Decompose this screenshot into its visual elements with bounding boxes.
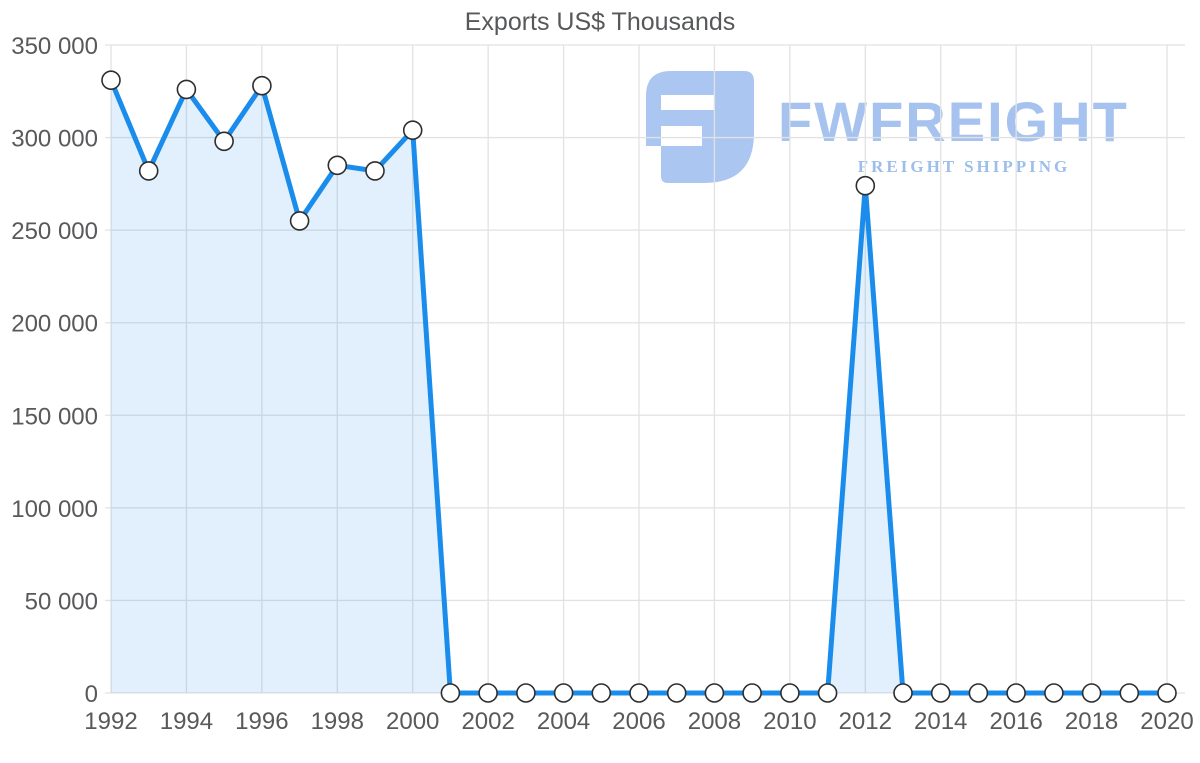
- x-axis-tick-label: 2010: [763, 708, 816, 735]
- x-axis-tick-label: 1992: [84, 708, 137, 735]
- data-point-2013[interactable]: [893, 683, 913, 703]
- data-point-2015[interactable]: [968, 683, 989, 703]
- y-axis-tick-label: 200 000: [11, 311, 98, 338]
- x-axis-tick-label: 2004: [537, 708, 590, 735]
- y-axis-tick-label: 350 000: [11, 33, 98, 60]
- x-axis-tick-label: 2016: [989, 708, 1042, 735]
- y-axis-tick-label: 300 000: [11, 126, 98, 153]
- y-axis-tick-label: 100 000: [11, 496, 98, 523]
- x-axis-tick-label: 2018: [1065, 708, 1118, 735]
- data-point-2011[interactable]: [817, 683, 838, 703]
- data-point-2008[interactable]: [704, 683, 725, 703]
- data-point-2009[interactable]: [742, 683, 762, 703]
- data-point-2001[interactable]: [440, 683, 461, 703]
- x-axis-tick-label: 2014: [914, 708, 967, 735]
- data-point-2003[interactable]: [516, 683, 536, 703]
- data-point-2018[interactable]: [1081, 683, 1102, 703]
- data-point-2005[interactable]: [591, 683, 612, 703]
- data-point-2012[interactable]: [855, 175, 876, 196]
- chart-title: Exports US$ Thousands: [464, 8, 736, 36]
- x-axis-tick-label: 2006: [612, 708, 665, 735]
- x-axis-tick-label: 2002: [461, 708, 514, 735]
- data-point-1996[interactable]: [252, 75, 272, 96]
- data-point-2006[interactable]: [629, 683, 649, 703]
- x-axis-tick-label: 1998: [311, 708, 364, 735]
- data-point-1994[interactable]: [176, 79, 197, 100]
- y-axis-tick-label: 250 000: [11, 218, 98, 245]
- data-point-1999[interactable]: [365, 161, 385, 181]
- brand-tagline: FREIGHT SHIPPING: [857, 157, 1071, 176]
- data-point-2002[interactable]: [478, 683, 498, 703]
- data-point-2004[interactable]: [553, 683, 574, 703]
- y-axis-tick-label: 0: [85, 681, 98, 708]
- data-point-1995[interactable]: [214, 131, 234, 152]
- data-point-1992[interactable]: [101, 70, 121, 90]
- series-area-fill: [111, 80, 1167, 693]
- brand-name: FWFREIGHT: [778, 90, 1129, 153]
- data-point-2010[interactable]: [780, 683, 800, 703]
- brand-text-column: FWFREIGHT FREIGHT SHIPPING: [778, 71, 1150, 183]
- data-point-1998[interactable]: [327, 155, 348, 176]
- data-point-2019[interactable]: [1119, 683, 1140, 703]
- y-axis-tick-label: 150 000: [11, 403, 98, 430]
- y-axis-tick-label: 50 000: [25, 588, 98, 615]
- brand-watermark: FWFREIGHT FREIGHT SHIPPING: [646, 71, 1150, 183]
- x-axis-tick-label: 2000: [386, 708, 439, 735]
- data-point-2014[interactable]: [930, 683, 951, 703]
- data-point-2020[interactable]: [1157, 683, 1177, 703]
- data-point-2007[interactable]: [666, 683, 687, 703]
- data-point-1993[interactable]: [138, 161, 159, 181]
- x-axis-tick-label: 2012: [839, 708, 892, 735]
- data-point-2016[interactable]: [1006, 683, 1026, 703]
- x-axis-tick-label: 1996: [235, 708, 288, 735]
- x-axis-tick-label: 2008: [688, 708, 741, 735]
- data-point-2000[interactable]: [402, 120, 423, 140]
- fwfreight-logo-icon: [646, 71, 754, 183]
- data-point-2017[interactable]: [1044, 683, 1064, 703]
- x-axis-tick-label: 1994: [160, 708, 213, 735]
- data-point-1997[interactable]: [289, 211, 310, 231]
- x-axis-tick-label: 2020: [1140, 708, 1193, 735]
